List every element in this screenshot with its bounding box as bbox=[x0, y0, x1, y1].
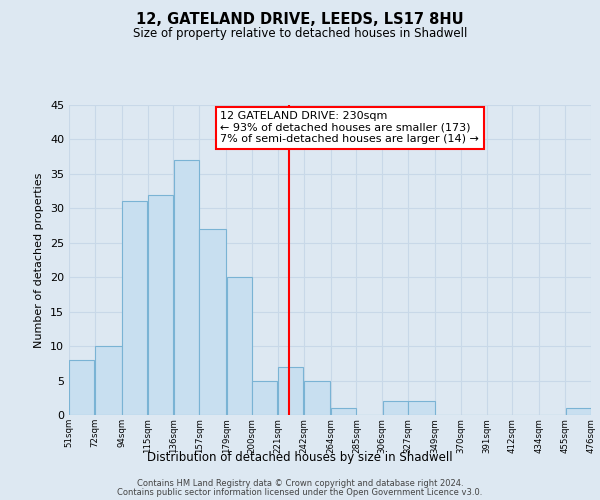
Text: Contains HM Land Registry data © Crown copyright and database right 2024.: Contains HM Land Registry data © Crown c… bbox=[137, 479, 463, 488]
Text: 12 GATELAND DRIVE: 230sqm
← 93% of detached houses are smaller (173)
7% of semi-: 12 GATELAND DRIVE: 230sqm ← 93% of detac… bbox=[220, 111, 479, 144]
Bar bbox=[383, 401, 407, 415]
Bar bbox=[95, 346, 122, 415]
Bar bbox=[174, 160, 199, 415]
Text: Distribution of detached houses by size in Shadwell: Distribution of detached houses by size … bbox=[147, 451, 453, 464]
Text: 12, GATELAND DRIVE, LEEDS, LS17 8HU: 12, GATELAND DRIVE, LEEDS, LS17 8HU bbox=[136, 12, 464, 28]
Bar bbox=[227, 277, 252, 415]
Bar bbox=[331, 408, 356, 415]
Bar bbox=[148, 194, 173, 415]
Bar bbox=[199, 229, 226, 415]
Bar bbox=[122, 202, 148, 415]
Bar bbox=[278, 367, 303, 415]
Bar bbox=[70, 360, 94, 415]
Text: Contains public sector information licensed under the Open Government Licence v3: Contains public sector information licen… bbox=[118, 488, 482, 497]
Y-axis label: Number of detached properties: Number of detached properties bbox=[34, 172, 44, 348]
Bar bbox=[566, 408, 590, 415]
Bar bbox=[304, 380, 331, 415]
Text: Size of property relative to detached houses in Shadwell: Size of property relative to detached ho… bbox=[133, 28, 467, 40]
Bar bbox=[408, 401, 435, 415]
Bar bbox=[253, 380, 277, 415]
